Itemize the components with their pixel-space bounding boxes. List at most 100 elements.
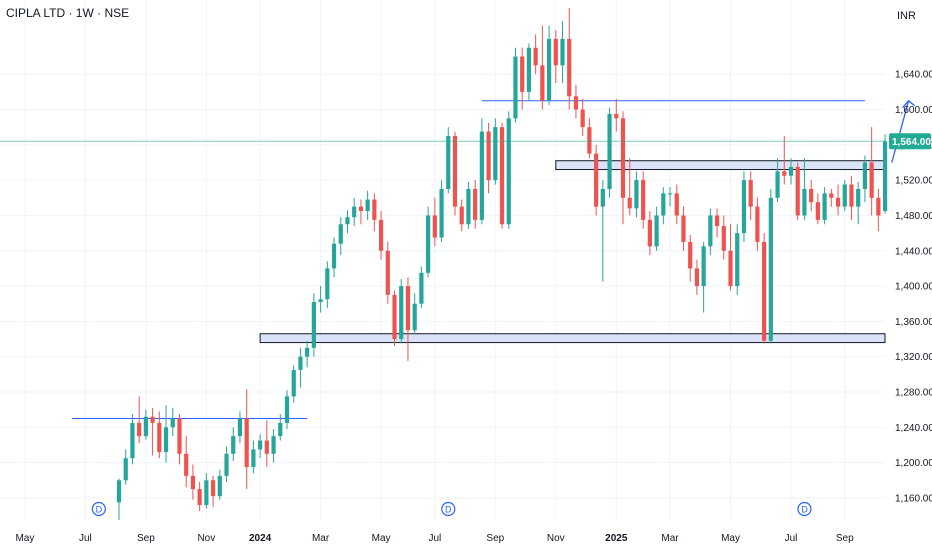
symbol-title[interactable]: CIPLA LTD · 1W · NSE — [6, 6, 130, 20]
candle-body — [399, 286, 404, 340]
candle-body — [634, 180, 639, 209]
candle-body — [513, 56, 518, 119]
candle-body — [419, 272, 424, 304]
candle-body — [546, 38, 552, 101]
candle-body — [620, 118, 626, 198]
candle-body — [459, 206, 464, 225]
candle-body — [190, 475, 196, 490]
y-tick-label: 1,320.00 — [895, 352, 932, 363]
candle-body — [331, 243, 337, 269]
candle-body — [352, 206, 357, 218]
candle-body — [600, 188, 605, 207]
candle-body — [291, 369, 296, 397]
dividend-marker-label: D — [445, 505, 452, 515]
candle-body — [116, 480, 122, 503]
candle-body — [177, 418, 182, 454]
candle-body — [338, 224, 343, 244]
candle-body — [204, 480, 209, 505]
candle-body — [278, 422, 283, 437]
dividend-marker-circle — [91, 501, 106, 517]
x-tick-label: May — [721, 533, 740, 544]
candle-body — [244, 418, 249, 468]
candle-body — [809, 188, 814, 203]
y-tick-label: 1,360.00 — [895, 317, 932, 328]
x-tick-label: May — [15, 533, 34, 544]
candle-body — [560, 38, 565, 66]
x-tick-label: Nov — [197, 533, 215, 544]
candle-body — [499, 127, 505, 225]
candle-body — [694, 268, 700, 287]
candle-body — [782, 171, 787, 176]
candle-body — [446, 136, 451, 189]
candle-body — [735, 233, 740, 287]
candle-body — [641, 180, 646, 220]
y-tick-label: 1,440.00 — [895, 246, 932, 257]
candle-body — [258, 440, 263, 450]
arrow-shaft — [891, 100, 910, 163]
candle-body — [876, 197, 881, 216]
candle-body — [882, 141, 888, 212]
candle-body — [325, 268, 330, 300]
x-tick-label: Jul — [785, 533, 798, 544]
x-tick-label: May — [372, 533, 391, 544]
candle-body — [479, 131, 484, 220]
candle-body — [170, 418, 175, 428]
dividend-marker-label: D — [801, 505, 808, 515]
candle-body — [392, 294, 397, 340]
dividend-marker: D — [91, 501, 106, 517]
dividend-marker: D — [797, 501, 812, 517]
candle-body — [264, 440, 269, 454]
candle-body — [506, 118, 511, 225]
candle-body — [869, 162, 874, 198]
x-tick-label: Mar — [312, 533, 330, 544]
candle-body — [708, 215, 713, 247]
candle-body — [795, 166, 800, 216]
candle-body — [553, 38, 558, 66]
y-tick-label: 1,480.00 — [895, 211, 932, 222]
candle-body — [540, 65, 545, 101]
time-axis[interactable]: May Jul Sep Nov 2024 Mar May Jul Sep Nov 2025 Mar Ma… — [15, 533, 854, 544]
x-tick-label: Sep — [486, 533, 504, 544]
candle-body — [849, 184, 854, 207]
x-tick-label: 2024 — [249, 533, 272, 544]
candle-body — [614, 113, 619, 119]
candle-body — [251, 449, 256, 468]
candle-body — [762, 241, 767, 341]
x-tick-label: Jul — [79, 533, 92, 544]
candle-body — [802, 188, 807, 216]
projection-arrow — [891, 99, 916, 163]
candle-body — [210, 480, 216, 497]
candle-body — [318, 299, 323, 302]
candle-body — [755, 206, 760, 242]
candle-body — [271, 436, 276, 454]
candle-body — [573, 96, 579, 110]
candles — [116, 8, 888, 520]
candle-body — [130, 422, 135, 459]
candle-body — [217, 475, 222, 497]
candle-body — [432, 215, 437, 238]
candle-body — [587, 127, 592, 154]
candle-body — [224, 453, 229, 476]
candle-body — [775, 171, 780, 198]
x-tick-label: Sep — [137, 533, 155, 544]
candle-body — [150, 416, 155, 423]
y-tick-label: 1,600.00 — [895, 105, 932, 116]
y-tick-label: 1,520.00 — [895, 176, 932, 187]
dividend-marker-circle — [441, 501, 456, 517]
x-tick-label: Sep — [836, 533, 854, 544]
dividend-marker-label: D — [96, 505, 103, 515]
candle-body — [412, 303, 417, 331]
candle-body — [856, 188, 861, 207]
candle-body — [681, 215, 686, 242]
dividend-marker-circle — [797, 501, 812, 517]
x-tick-label: Nov — [547, 533, 565, 544]
candle-body — [594, 153, 599, 207]
candle-body — [701, 246, 706, 287]
x-tick-label: Jul — [428, 533, 441, 544]
y-tick-label: 1,200.00 — [895, 458, 932, 469]
candle-body — [667, 193, 673, 195]
candle-body — [123, 458, 128, 481]
candle-body — [580, 109, 585, 128]
